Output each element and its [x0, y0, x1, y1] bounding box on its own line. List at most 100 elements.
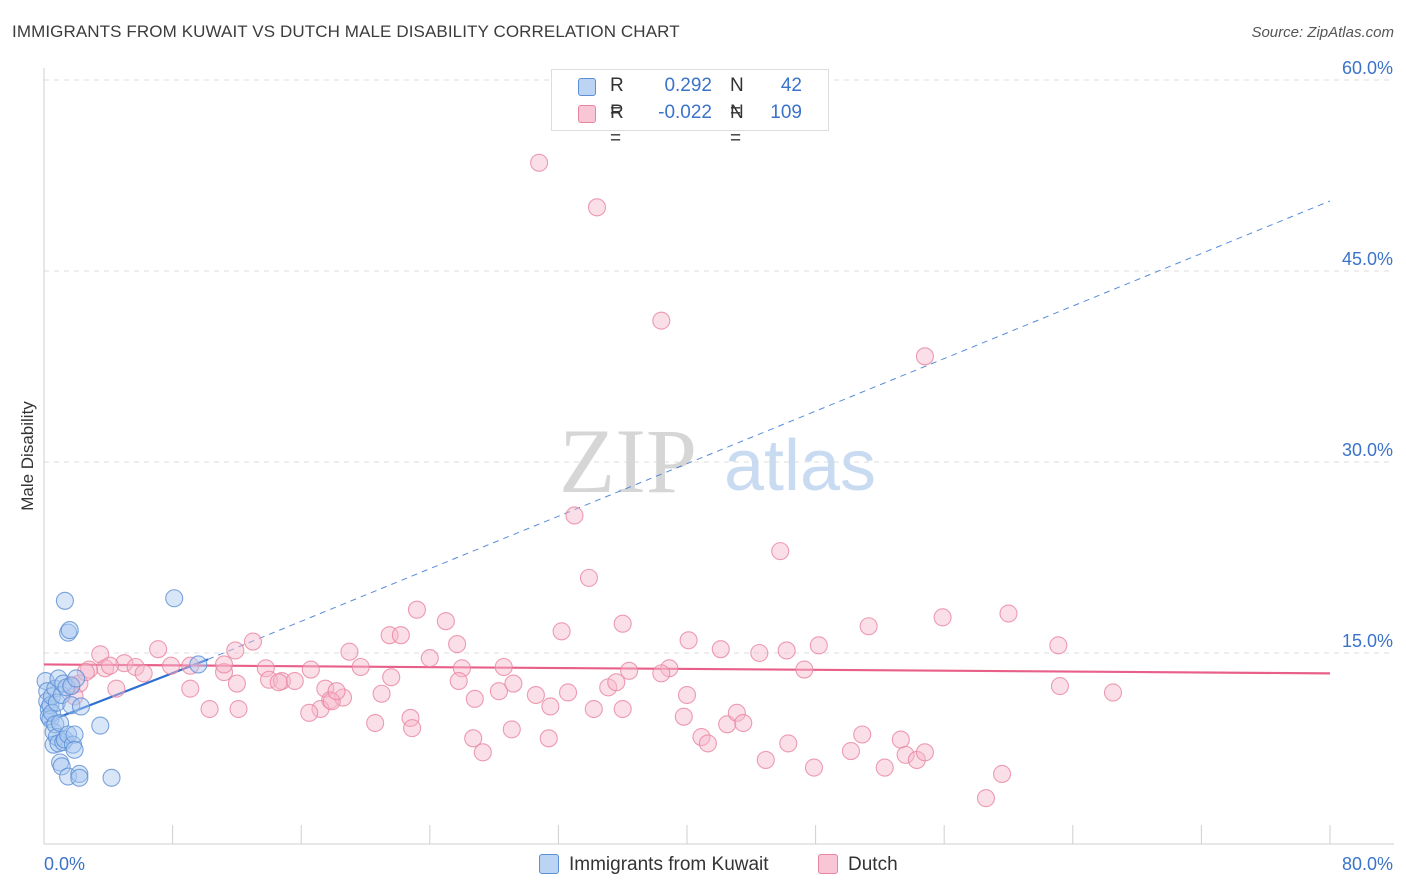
dutch-point	[322, 692, 341, 711]
dutch-point	[366, 713, 385, 733]
dutch-point	[1049, 636, 1068, 655]
dutch-point	[771, 542, 790, 561]
dutch-point	[677, 685, 697, 705]
kuwait-point	[71, 697, 91, 716]
dutch-point	[896, 745, 915, 764]
dutch-point	[269, 673, 288, 692]
dutch-point	[464, 729, 483, 748]
dutch-point	[200, 699, 219, 719]
dutch-point	[181, 679, 200, 698]
chart-title: IMMIGRANTS FROM KUWAIT VS DUTCH MALE DIS…	[12, 22, 680, 41]
dutch-point	[674, 707, 693, 726]
n-value: 42	[780, 75, 802, 96]
kuwait-trend-line	[43, 658, 209, 725]
dutch-point	[804, 758, 824, 777]
watermark-atlas: atlas	[724, 426, 876, 506]
dutch-point	[96, 659, 115, 678]
dutch-point	[327, 682, 346, 701]
dutch-point	[539, 729, 558, 748]
watermark-zip: ZIP	[559, 410, 697, 512]
dutch-point	[494, 657, 513, 677]
dutch-point	[607, 673, 626, 692]
dutch-point	[227, 674, 246, 693]
dutch-point	[243, 632, 263, 651]
dutch-point	[915, 743, 934, 762]
dutch-point	[530, 153, 549, 172]
dutch-point	[372, 684, 391, 703]
watermark: ZIP atlas	[559, 410, 876, 512]
dutch-point	[382, 668, 401, 687]
n-label: N =	[730, 75, 744, 122]
dutch-point	[552, 622, 571, 641]
dutch-point	[76, 663, 95, 682]
dutch-point	[340, 642, 359, 661]
kuwait-point	[62, 696, 81, 715]
dutch-point	[1050, 677, 1069, 696]
dutch-point	[795, 660, 814, 679]
tick-labels: 15.0% 30.0% 45.0% 60.0% 0.0% 80.0%	[44, 58, 1393, 874]
dutch-point	[777, 641, 796, 660]
legend-label-dutch: Dutch	[848, 854, 898, 875]
dutch-point	[698, 734, 717, 753]
y-tick-label: 45.0%	[1342, 249, 1393, 269]
kuwait-point	[60, 621, 79, 640]
kuwait-swatch	[578, 78, 596, 96]
dutch-swatch	[578, 105, 596, 123]
dutch-point	[859, 617, 878, 636]
dutch-point	[620, 661, 639, 680]
dutch-point	[502, 720, 521, 739]
dutch-point	[301, 660, 320, 679]
grid-lines	[44, 79, 1394, 654]
dutch-point	[214, 663, 234, 682]
dutch-point	[436, 612, 455, 631]
dutch-point	[579, 568, 598, 587]
dutch-point	[526, 685, 545, 705]
dutch-point	[727, 703, 746, 722]
dutch-point	[149, 640, 168, 659]
r-label: R =	[610, 75, 624, 122]
y-tick-label: 15.0%	[1342, 631, 1393, 651]
dutch-point	[115, 654, 134, 673]
dutch-point	[915, 347, 934, 366]
dutch-point	[558, 683, 578, 702]
dutch-point	[756, 750, 775, 770]
dutch-point	[100, 656, 119, 675]
dutch-point	[891, 730, 910, 749]
kuwait-point	[59, 725, 78, 744]
dutch-point	[584, 699, 603, 719]
dutch-point	[565, 506, 584, 525]
dutch-point	[809, 636, 828, 655]
dutch-point	[1103, 683, 1123, 702]
dutch-point	[229, 699, 248, 719]
kuwait-point	[102, 768, 121, 787]
legend-label-kuwait: Immigrants from Kuwait	[569, 854, 769, 875]
dutch-point	[448, 635, 467, 654]
data-points	[36, 153, 1123, 808]
dutch-point	[541, 697, 560, 716]
dutch-point	[652, 664, 671, 683]
dutch-point	[587, 198, 607, 217]
r-value: 0.292	[664, 75, 712, 96]
r-value: -0.022	[658, 102, 712, 123]
dutch-point	[613, 614, 632, 633]
kuwait-trend-extension	[207, 200, 1331, 660]
dutch-point	[403, 719, 422, 738]
dutch-point	[473, 743, 492, 762]
dutch-point	[750, 643, 769, 663]
kuwait-point	[70, 768, 89, 787]
kuwait-point	[70, 764, 89, 784]
series-legend: Immigrants from Kuwait Dutch	[0, 852, 1406, 878]
kuwait-point	[55, 591, 74, 610]
dutch-point	[875, 758, 894, 777]
kuwait-swatch	[539, 854, 559, 874]
dutch-point	[420, 649, 439, 668]
r-label: R =	[610, 102, 624, 149]
dutch-point	[779, 734, 798, 753]
dutch-point	[734, 713, 753, 733]
dutch-point	[107, 679, 126, 698]
dutch-point	[976, 789, 996, 808]
dutch-point	[465, 689, 484, 708]
kuwait-point	[189, 655, 208, 674]
dutch-point	[256, 659, 275, 678]
